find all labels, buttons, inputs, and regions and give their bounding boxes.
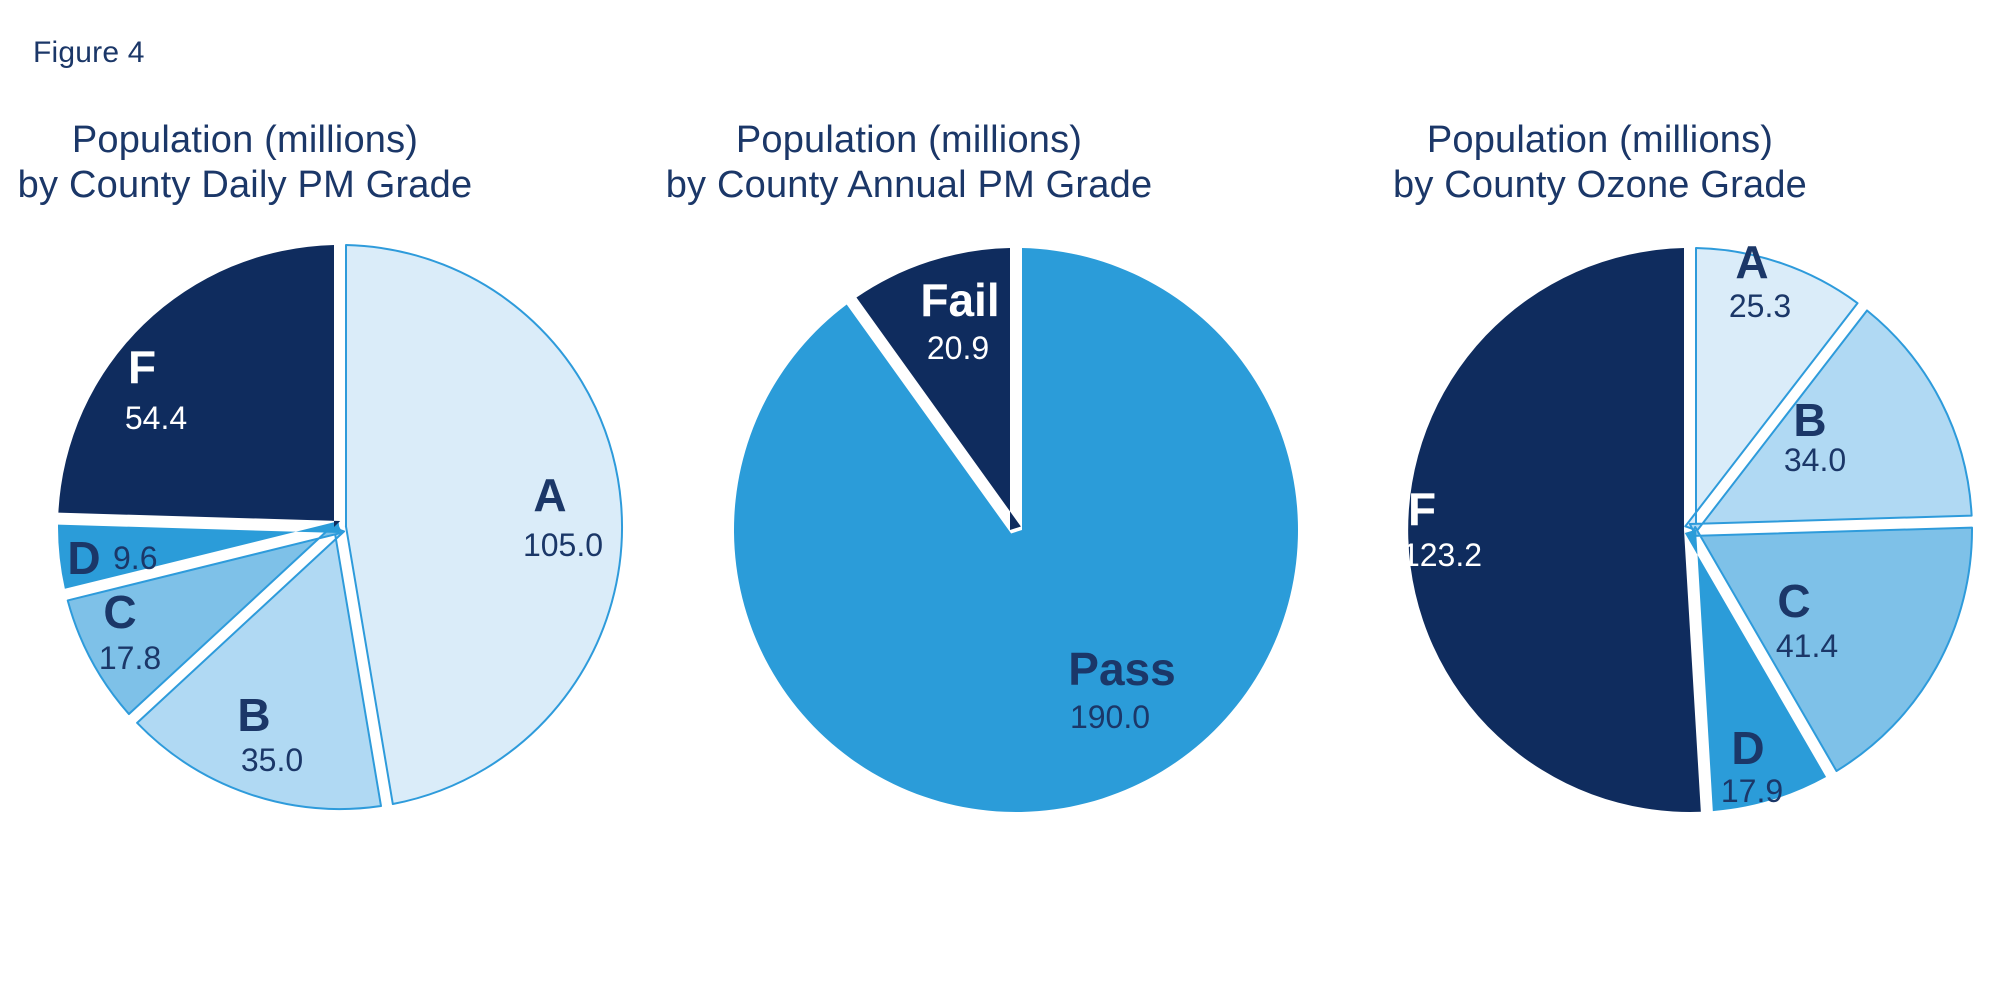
pie-1-slice-D-label: D — [67, 532, 100, 584]
pie-2-slice-Fail-value: 20.9 — [927, 330, 989, 366]
pie-1-slice-D — [57, 521, 340, 589]
chart-title-line: Population (millions) — [735, 119, 1083, 161]
figure-label: Figure 4 — [33, 36, 145, 69]
pie-chart-annual-pm: Pass 190.0 Fail 20.9 — [733, 248, 1298, 812]
pie-2-slice-Fail-label: Fail — [920, 274, 999, 326]
chart-title-line: Population (millions) — [1426, 119, 1774, 161]
pie-3-slice-B-value: 34.0 — [1784, 442, 1846, 478]
pie-1-slice-D-value: 9.6 — [113, 540, 157, 576]
pie-1-slice-F-label: F — [128, 341, 156, 393]
pie-3-slice-C-label: C — [1777, 575, 1810, 627]
pie-2-slice-Pass — [733, 248, 1298, 812]
pie-3-slice-F-value: 123.2 — [1402, 537, 1482, 573]
pie-3-slice-A-label: A — [1735, 236, 1768, 288]
pie-3-slice-F-label: F — [1408, 483, 1436, 535]
pie-1-slice-B — [136, 527, 382, 811]
pie-1-slice-A — [344, 244, 623, 806]
pie-3-slice-C — [1689, 525, 1973, 772]
pie-chart-daily-pm: A 105.0 B35.0 C17.8 D 9.6 F 54.4 — [57, 244, 623, 811]
pie-2-slice-Fail — [856, 248, 1021, 530]
pie-3-slice-A — [1684, 247, 1859, 531]
pie-2-slice-Pass-label: Pass — [1068, 643, 1175, 695]
pie-1-slice-C-label: C — [103, 586, 136, 638]
pie-1-slice-A-value: 105.0 — [523, 527, 603, 563]
pie-1-slice-A-label: A — [533, 469, 566, 521]
chart-title-line: by County Daily PM Grade — [17, 164, 473, 206]
pie-1-slice-F — [58, 245, 341, 527]
pie-3-slice-D — [1684, 529, 1827, 812]
chart-title-line: by County Annual PM Grade — [665, 164, 1153, 206]
chart-title-line: by County Ozone Grade — [1393, 164, 1807, 206]
pie-1-slice-B-value: 35.0 — [241, 742, 303, 778]
pie-3-slice-C-value: 41.4 — [1776, 628, 1838, 664]
chart-title-ozone: Population (millions) by County Ozone Gr… — [1190, 118, 2000, 208]
pie-3-slice-D-label: D — [1731, 722, 1764, 774]
pie-1-slice-F-value: 54.4 — [125, 400, 187, 436]
pie-3-slice-D-value: 17.9 — [1721, 773, 1783, 809]
pie-3-slice-B-label: B — [1793, 394, 1826, 446]
pie-2-slice-Pass-value: 190.0 — [1070, 699, 1150, 735]
chart-title-annual-pm: Population (millions) by County Annual P… — [499, 118, 1319, 208]
chart-title-line: Population (millions) — [71, 119, 419, 161]
pie-1-slice-C-value: 17.8 — [99, 640, 161, 676]
pie-3-slice-A-value: 25.3 — [1729, 288, 1791, 324]
pie-1-slice-B-label: B — [237, 689, 270, 741]
pie-3-slice-F — [1408, 248, 1701, 812]
chart-title-daily-pm: Population (millions) by County Daily PM… — [0, 118, 655, 208]
pie-1-slice-C — [66, 521, 343, 716]
pie-3-slice-B — [1688, 309, 1973, 535]
